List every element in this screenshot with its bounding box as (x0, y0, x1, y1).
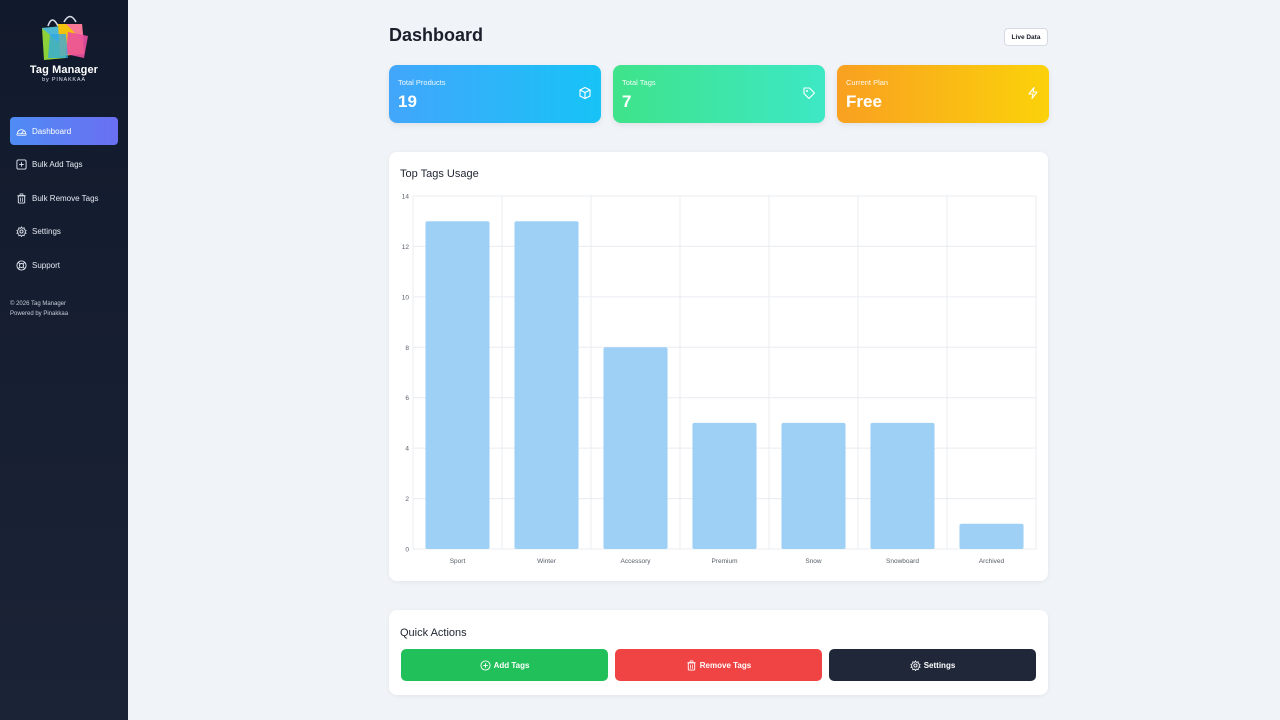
sidebar-nav: Dashboard Bulk Add Tags Bulk Remove Tags… (10, 117, 118, 285)
quick-actions-card: Quick Actions Add Tags Remove Tags Setti… (389, 610, 1048, 695)
sidebar-item-label: Bulk Remove Tags (32, 193, 99, 203)
stat-card-total-tags: Total Tags 7 (613, 65, 825, 123)
stat-label: Current Plan (846, 78, 889, 87)
page-title: Dashboard (389, 25, 484, 45)
y-tick-label: 6 (405, 395, 409, 402)
stat-value: 7 (622, 92, 632, 111)
bar-archived (959, 523, 1024, 549)
sidebar-item-dashboard[interactable]: Dashboard (10, 117, 118, 145)
y-tick-label: 14 (402, 194, 410, 201)
x-tick-label: Accessory (621, 558, 652, 565)
y-tick-label: 12 (402, 244, 410, 251)
sidebar-item-bulk-add-tags[interactable]: Bulk Add Tags (10, 151, 118, 179)
sidebar-item-settings[interactable]: Settings (10, 218, 118, 246)
y-tick-label: 4 (405, 446, 409, 453)
stat-value: Free (846, 92, 882, 111)
top-tags-chart-card: Top Tags Usage 0 2 4 6 8 10 12 14 Sport Winter Acc… (389, 152, 1048, 581)
sidebar-item-label: Support (32, 260, 61, 270)
top-tags-bar-chart: 0 2 4 6 8 10 12 14 Sport Winter Accessory Premium Sn… (402, 194, 1037, 565)
stat-card-total-products: Total Products 19 (389, 65, 601, 123)
bar-snow (781, 422, 846, 549)
sidebar-item-label: Dashboard (32, 126, 72, 136)
bar-premium (692, 422, 757, 549)
shopping-bags-logo-icon (42, 15, 88, 60)
brand-byline: by PINAKKAA (42, 77, 86, 83)
x-tick-label: Premium (711, 558, 737, 565)
sidebar-item-label: Bulk Add Tags (32, 160, 83, 169)
add-tags-label: Add Tags (493, 660, 530, 670)
stat-value: 19 (398, 92, 417, 111)
x-tick-label: Archived (979, 558, 1005, 565)
y-tick-label: 2 (405, 496, 409, 503)
x-tick-label: Snowboard (886, 558, 919, 565)
x-tick-label: Snow (805, 558, 822, 565)
stat-card-current-plan: Current Plan Free (837, 65, 1049, 123)
y-tick-label: 8 (405, 345, 409, 352)
brand-logo: Tag Manager by PINAKKAA (0, 12, 128, 83)
stat-label: Total Tags (622, 78, 656, 87)
dashboard-icon (16, 126, 27, 137)
gear-icon (16, 226, 27, 237)
gear-icon (909, 659, 921, 671)
cube-icon (578, 86, 592, 100)
lightning-icon (1026, 86, 1040, 100)
sidebar-item-support[interactable]: Support (10, 251, 118, 279)
bar-sport (425, 221, 490, 549)
sidebar-item-label: Settings (32, 227, 61, 236)
trash-icon (16, 193, 27, 204)
chart-title: Top Tags Usage (400, 168, 479, 180)
sidebar-item-bulk-remove-tags[interactable]: Bulk Remove Tags (10, 184, 118, 212)
x-tick-label: Winter (537, 558, 557, 565)
bar-winter (514, 221, 579, 549)
sidebar-footer: © 2026 Tag Manager Powered by Pinakkaa (10, 299, 68, 319)
x-tick-label: Sport (450, 558, 466, 565)
stat-label: Total Products (398, 78, 446, 87)
remove-tags-button[interactable]: Remove Tags (615, 649, 822, 681)
live-data-button[interactable]: Live Data (1004, 28, 1048, 46)
plus-square-icon (16, 159, 27, 170)
bar-accessory (603, 347, 668, 549)
bar-snowboard (870, 422, 935, 549)
lifebuoy-icon (16, 259, 27, 271)
copyright-text: © 2026 Tag Manager (10, 301, 67, 307)
brand-name: Tag Manager (29, 64, 99, 76)
sidebar: Tag Manager by PINAKKAA Dashboard Bulk A… (0, 0, 128, 720)
settings-label: Settings (923, 660, 956, 670)
y-tick-label: 10 (402, 294, 410, 301)
trash-icon (687, 660, 696, 671)
quick-actions-title: Quick Actions (400, 627, 467, 639)
plus-circle-icon (480, 659, 491, 671)
remove-tags-label: Remove Tags (699, 660, 752, 670)
y-tick-label: 0 (405, 547, 409, 554)
settings-button[interactable]: Settings (829, 649, 1036, 681)
powered-by-text: Powered by Pinakkaa (10, 311, 69, 317)
add-tags-button[interactable]: Add Tags (401, 649, 608, 681)
tag-icon (802, 86, 816, 100)
